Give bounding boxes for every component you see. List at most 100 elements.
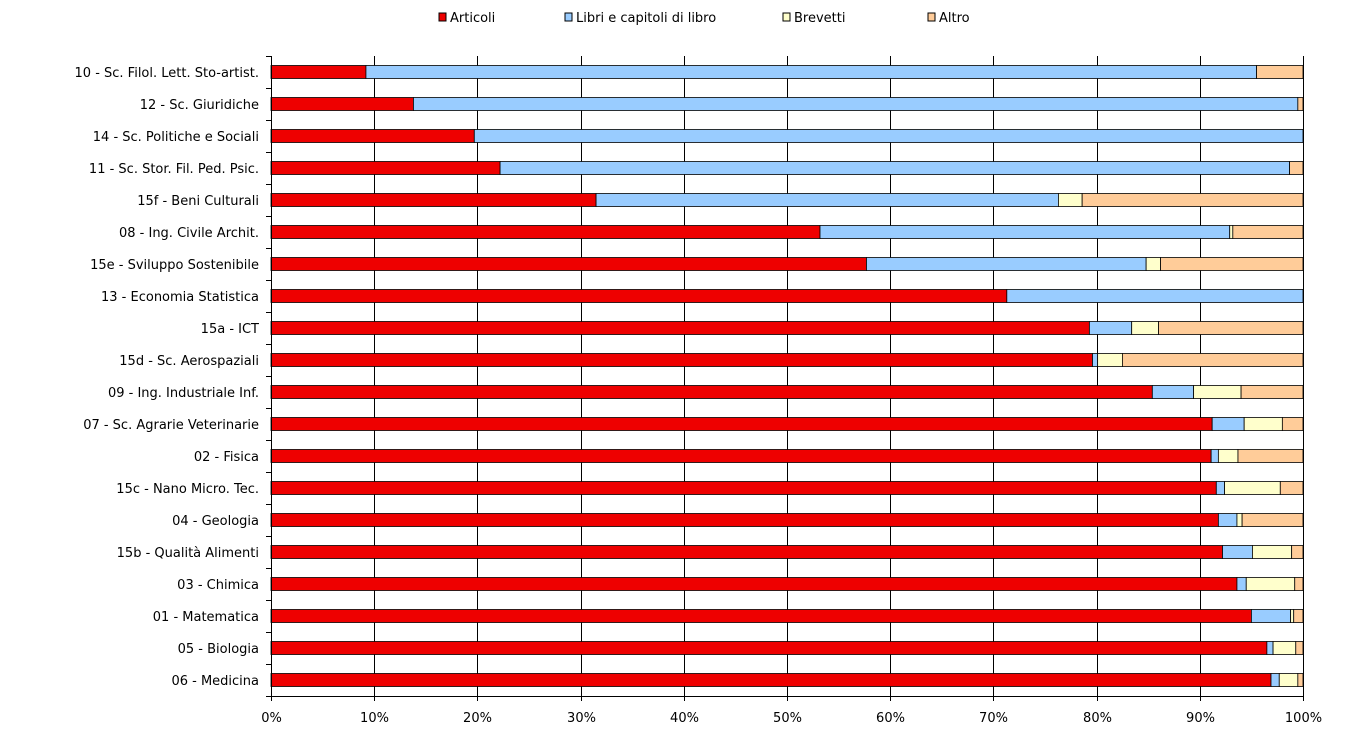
bar-segment (1229, 225, 1234, 239)
x-tick-label: 100% (1285, 711, 1322, 726)
x-tick-label: 30% (567, 711, 596, 726)
bar-segment (270, 577, 1238, 591)
bar-segment (1217, 449, 1239, 463)
bar-segment (1294, 577, 1304, 591)
legend-label: Brevetti (794, 11, 845, 26)
bar-segment (1243, 417, 1283, 431)
bar-segment (1251, 609, 1292, 623)
legend-label: Articoli (450, 11, 495, 26)
bar-segment (365, 65, 1257, 79)
bar-segment (1236, 577, 1247, 591)
gridlines (374, 56, 1304, 696)
category-label: 05 - Biologia (178, 642, 259, 657)
bar-segment (1081, 193, 1304, 207)
legend-swatch (564, 12, 573, 22)
bar-segment (1295, 641, 1304, 655)
legend-swatch (438, 12, 447, 22)
x-tick-label: 80% (1083, 711, 1112, 726)
bar-segment (1291, 545, 1304, 559)
bar-segment (1151, 385, 1195, 399)
bar-segment (1270, 673, 1280, 687)
legend-swatch (927, 12, 936, 22)
category-label: 15e - Sviluppo Sostenibile (90, 258, 259, 273)
bar-segment (270, 257, 867, 271)
bars (270, 65, 1304, 687)
bar-segment (1281, 417, 1304, 431)
bar-segment (1297, 673, 1304, 687)
bar-segment (1217, 513, 1238, 527)
bar-segment (270, 417, 1213, 431)
bar-segment (1224, 481, 1281, 495)
category-label: 04 - Geologia (172, 514, 259, 529)
bar-segment (270, 449, 1212, 463)
bar-segment (1237, 449, 1304, 463)
bar-segment (270, 545, 1223, 559)
bar-segment (270, 193, 597, 207)
category-label: 15f - Beni Culturali (137, 194, 259, 209)
x-tick-label: 0% (261, 711, 282, 726)
bar-segment (1293, 609, 1304, 623)
bar-segment (1145, 257, 1161, 271)
category-label: 09 - Ing. Industriale Inf. (108, 386, 259, 401)
bar-segment (473, 129, 1304, 143)
category-label: 15d - Sc. Aerospaziali (119, 354, 259, 369)
bar-segment (1256, 65, 1304, 79)
bar-segment (1240, 385, 1304, 399)
legend-label: Libri e capitoli di libro (576, 11, 716, 26)
chart-legend: Articoli Libri e capitoli di libro Brevett… (438, 11, 970, 26)
bar-segment (270, 513, 1219, 527)
bar-segment (270, 673, 1272, 687)
legend-label: Altro (939, 11, 970, 26)
bar-segment (1222, 545, 1253, 559)
bar-segment (270, 97, 414, 111)
category-label: 15c - Nano Micro. Tec. (116, 482, 259, 497)
bar-segment (1278, 673, 1299, 687)
bar-segment (1193, 385, 1242, 399)
bar-segment (499, 161, 1290, 175)
bar-segment (270, 161, 501, 175)
x-tick-labels: 0% 10% 20% 30% 40% 50% 60% 70% 80% 90% 100% (261, 711, 1322, 726)
bar-segment (413, 97, 1299, 111)
category-label: 02 - Fisica (194, 450, 259, 465)
bar-segment (1290, 609, 1295, 623)
bar-segment (1266, 641, 1274, 655)
bar-segment (270, 129, 475, 143)
bar-segment (1245, 577, 1296, 591)
category-label: 10 - Sc. Filol. Lett. Sto-artist. (75, 66, 259, 81)
bar-segment (1252, 545, 1293, 559)
bar-segment (270, 385, 1153, 399)
bar-segment (1088, 321, 1133, 335)
bar-segment (1211, 417, 1245, 431)
category-label: 01 - Matematica (153, 610, 259, 625)
bar-segment (1058, 193, 1083, 207)
category-labels: 10 - Sc. Filol. Lett. Sto-artist. 12 - Sc… (75, 66, 260, 689)
x-tick-label: 90% (1186, 711, 1215, 726)
bar-segment (270, 289, 1008, 303)
bar-segment (1122, 353, 1304, 367)
bar-segment (819, 225, 1231, 239)
bar-segment (1289, 161, 1304, 175)
category-label: 12 - Sc. Giuridiche (140, 98, 259, 113)
category-label: 15a - ICT (201, 322, 259, 337)
bar-segment (270, 225, 821, 239)
bar-segment (595, 193, 1059, 207)
bar-segment (270, 641, 1268, 655)
bar-segment (270, 481, 1217, 495)
bar-segment (270, 321, 1090, 335)
x-tick-label: 60% (876, 711, 905, 726)
category-label: 08 - Ing. Civile Archit. (119, 226, 259, 241)
x-tick-label: 50% (773, 711, 802, 726)
bar-segment (1241, 513, 1304, 527)
category-label: 11 - Sc. Stor. Fil. Ped. Psic. (89, 162, 259, 177)
category-label: 14 - Sc. Politiche e Sociali (93, 130, 259, 145)
bar-segment (866, 257, 1147, 271)
bar-segment (1131, 321, 1159, 335)
x-tick-label: 40% (670, 711, 699, 726)
x-tick-label: 20% (463, 711, 492, 726)
bar-segment (1160, 257, 1304, 271)
category-label: 07 - Sc. Agrarie Veterinarie (83, 418, 259, 433)
bar-segment (1210, 449, 1219, 463)
bar-segment (1279, 481, 1304, 495)
bar-segment (270, 609, 1252, 623)
